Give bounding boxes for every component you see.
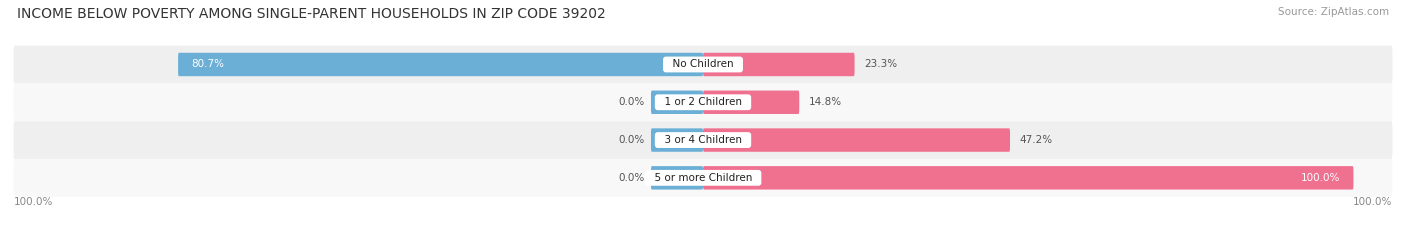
Text: 100.0%: 100.0%: [1301, 173, 1340, 183]
FancyBboxPatch shape: [14, 83, 1392, 121]
FancyBboxPatch shape: [14, 121, 1392, 159]
FancyBboxPatch shape: [703, 128, 1010, 152]
Text: 1 or 2 Children: 1 or 2 Children: [658, 97, 748, 107]
Text: 5 or more Children: 5 or more Children: [648, 173, 758, 183]
FancyBboxPatch shape: [14, 159, 1392, 197]
FancyBboxPatch shape: [651, 91, 703, 114]
Text: 14.8%: 14.8%: [808, 97, 842, 107]
Text: 0.0%: 0.0%: [619, 97, 644, 107]
FancyBboxPatch shape: [703, 53, 855, 76]
Text: 23.3%: 23.3%: [865, 59, 897, 69]
FancyBboxPatch shape: [14, 46, 1392, 83]
Text: 80.7%: 80.7%: [191, 59, 224, 69]
Text: No Children: No Children: [666, 59, 740, 69]
FancyBboxPatch shape: [703, 166, 1354, 190]
FancyBboxPatch shape: [651, 128, 703, 152]
Text: 100.0%: 100.0%: [14, 197, 53, 207]
Text: Source: ZipAtlas.com: Source: ZipAtlas.com: [1278, 7, 1389, 17]
Text: INCOME BELOW POVERTY AMONG SINGLE-PARENT HOUSEHOLDS IN ZIP CODE 39202: INCOME BELOW POVERTY AMONG SINGLE-PARENT…: [17, 7, 606, 21]
Text: 47.2%: 47.2%: [1019, 135, 1053, 145]
Text: 0.0%: 0.0%: [619, 135, 644, 145]
FancyBboxPatch shape: [703, 91, 799, 114]
Text: 100.0%: 100.0%: [1353, 197, 1392, 207]
Text: 0.0%: 0.0%: [619, 173, 644, 183]
FancyBboxPatch shape: [179, 53, 703, 76]
FancyBboxPatch shape: [651, 166, 703, 190]
Text: 3 or 4 Children: 3 or 4 Children: [658, 135, 748, 145]
